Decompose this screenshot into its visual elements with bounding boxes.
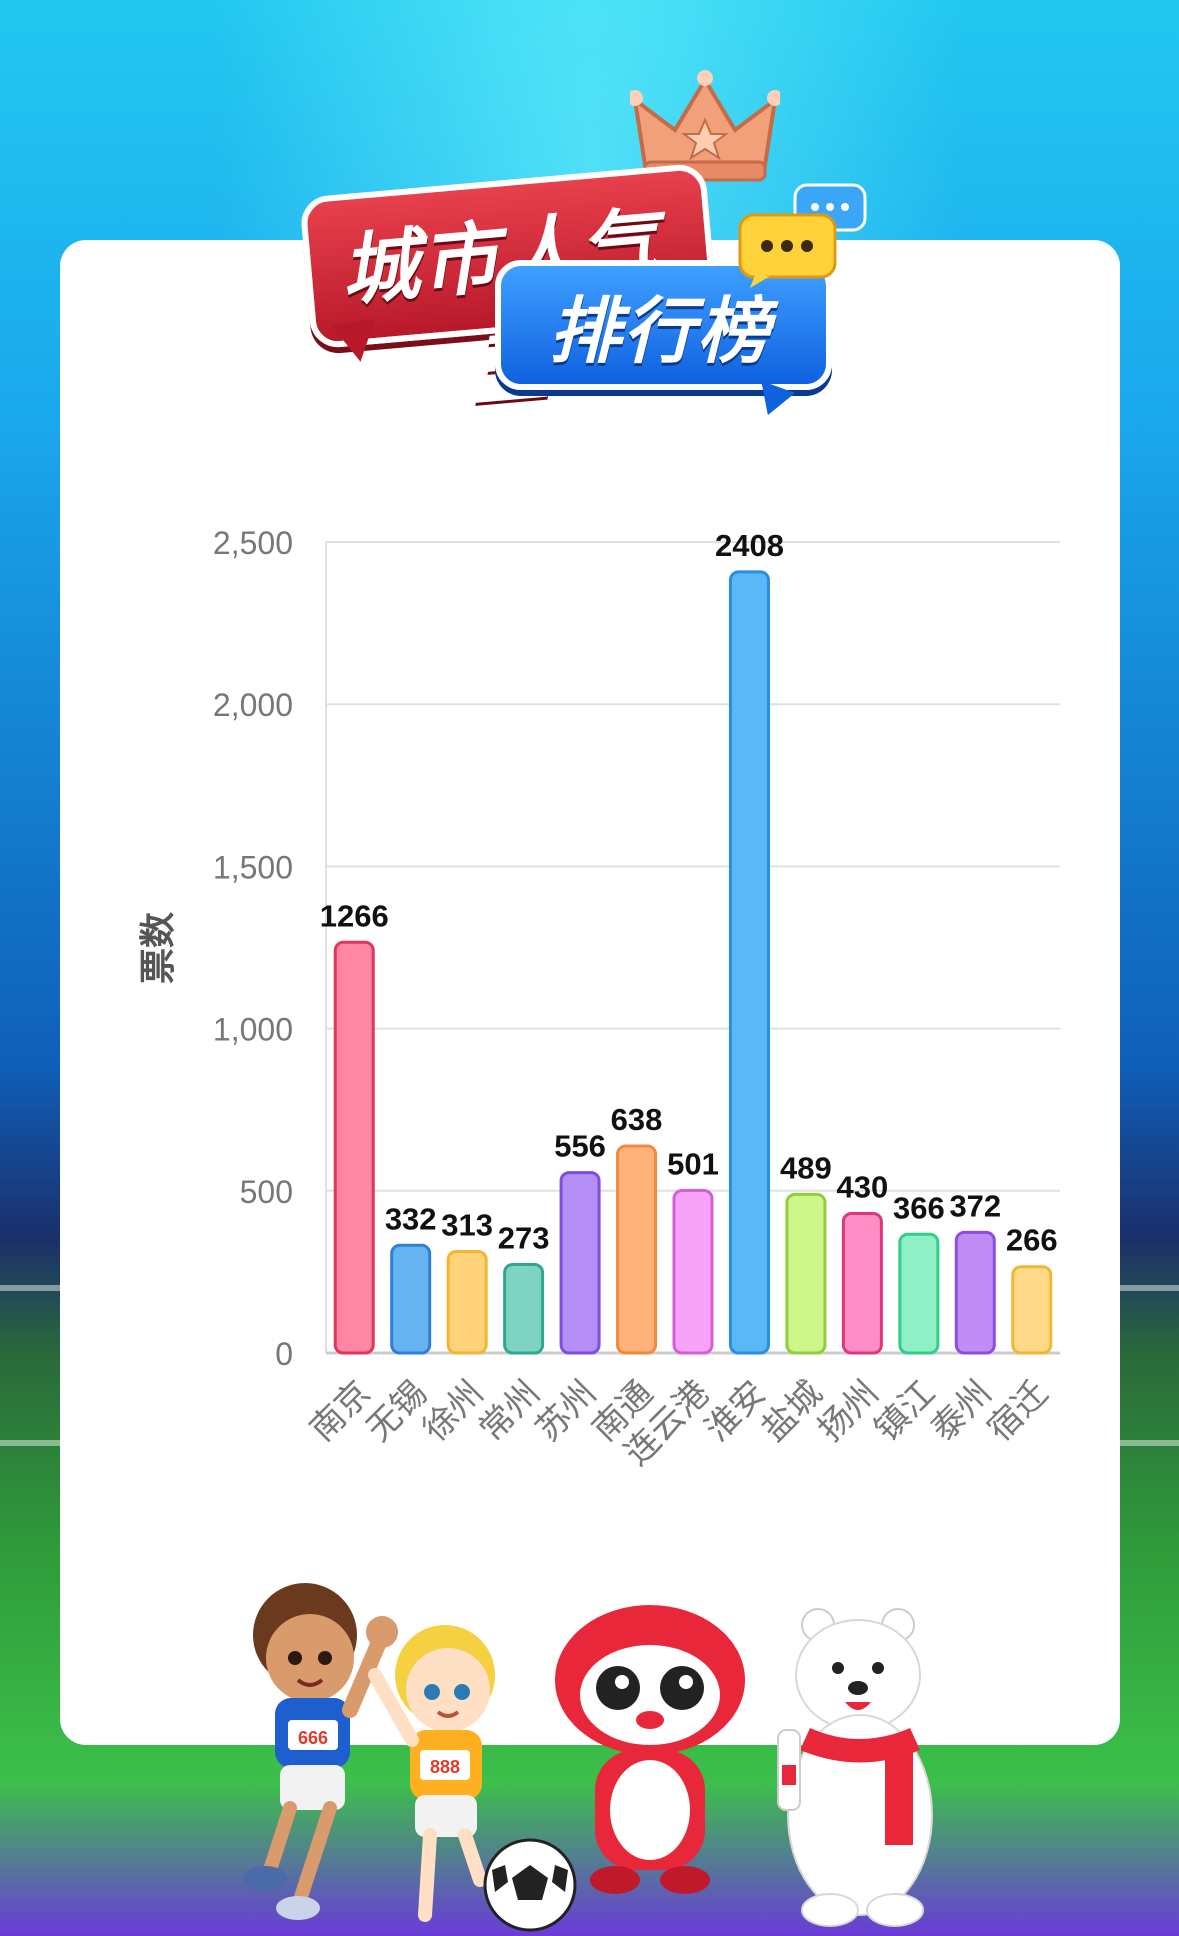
x-tick-label: 宿迁: [980, 1374, 1055, 1449]
title-badge: 城市人气王 排行榜: [295, 60, 895, 422]
x-tick-label: 淮安: [698, 1374, 773, 1449]
bar-徐州: [446, 1249, 488, 1355]
y-axis-label: 票数: [137, 912, 178, 984]
x-tick-label: 盐城: [755, 1374, 830, 1449]
bar-连云港: [672, 1188, 714, 1355]
mascot-girl: 888: [368, 1625, 495, 1922]
mascot-polar-bear: [777, 1608, 933, 1927]
x-tick-label: 无锡: [359, 1374, 434, 1449]
bar-常州: [503, 1262, 545, 1355]
soccer-ball-icon: [483, 1838, 577, 1932]
bar-南京: [333, 940, 375, 1355]
bar-盐城: [785, 1192, 827, 1355]
mascot-boy: 666: [243, 1583, 398, 1920]
page-subtitle: 排行榜: [548, 292, 771, 372]
y-tick-label: 1,000: [213, 1012, 293, 1048]
y-tick-label: 1,500: [213, 849, 293, 885]
x-tick-label: 泰州: [924, 1374, 999, 1449]
bar-宿迁: [1011, 1265, 1053, 1355]
x-tick-label: 常州: [472, 1374, 547, 1449]
mascot-lion: [555, 1605, 745, 1894]
y-tick-label: 0: [275, 1336, 293, 1372]
title-bubble-blue: [495, 260, 832, 390]
y-tick-label: 2,000: [213, 687, 293, 723]
bar-value-label: 638: [611, 1102, 663, 1137]
x-tick-label: 镇江: [868, 1374, 943, 1449]
x-tick-label: 扬州: [811, 1374, 886, 1449]
bar-value-label: 556: [554, 1129, 606, 1164]
chat-bubble-icon: [738, 183, 867, 288]
x-tick-label: 南京: [303, 1374, 378, 1449]
bib-number: 888: [430, 1757, 460, 1777]
bar-value-label: 430: [837, 1170, 889, 1205]
bar-无锡: [390, 1243, 432, 1355]
bar-苏州: [559, 1171, 601, 1355]
bar-value-label: 266: [1006, 1223, 1058, 1258]
y-tick-label: 500: [240, 1174, 293, 1210]
y-tick-label: 2,500: [213, 525, 293, 561]
bar-value-label: 273: [498, 1220, 550, 1255]
bar-南通: [616, 1144, 658, 1355]
bar-value-label: 2408: [715, 528, 784, 563]
x-tick-label: 苏州: [529, 1374, 604, 1449]
bar-value-label: 501: [667, 1146, 719, 1181]
bar-value-label: 1266: [320, 898, 389, 933]
bar-value-label: 332: [385, 1201, 437, 1236]
bar-镇江: [898, 1232, 940, 1355]
bar-淮安: [728, 570, 770, 1355]
bar-value-label: 489: [780, 1150, 832, 1185]
bib-number: 666: [298, 1728, 328, 1748]
bar-value-label: 372: [949, 1188, 1001, 1223]
chart-card: [60, 240, 1120, 1745]
bar-泰州: [954, 1230, 996, 1355]
bar-value-label: 366: [893, 1190, 945, 1225]
bar-value-label: 313: [441, 1207, 493, 1242]
x-tick-label: 徐州: [416, 1374, 491, 1449]
bar-扬州: [841, 1212, 883, 1355]
mascot-group: 666 888: [243, 1583, 933, 1932]
